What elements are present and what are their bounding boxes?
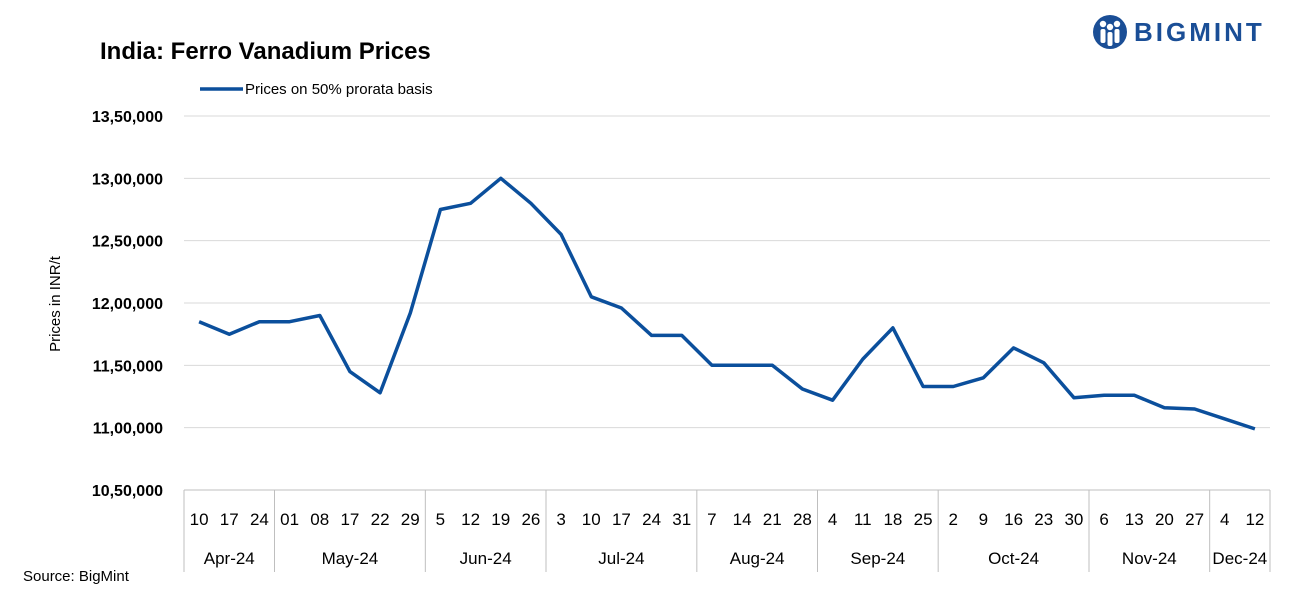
brand-logo: BIGMINT [1092,12,1265,52]
y-tick-label: 12,50,000 [92,234,163,251]
x-tick-label: 12 [461,510,480,529]
month-label: May-24 [322,549,379,568]
x-tick-label: 3 [556,510,565,529]
y-tick-label: 13,50,000 [92,109,163,126]
month-label: Sep-24 [850,549,905,568]
x-tick-label: 08 [310,510,329,529]
x-tick-label: 24 [642,510,661,529]
x-tick-label: 28 [793,510,812,529]
x-tick-label: 26 [521,510,540,529]
x-tick-label: 19 [491,510,510,529]
y-tick-label: 12,00,000 [92,296,163,313]
x-tick-label: 12 [1245,510,1264,529]
x-tick-label: 4 [1220,510,1229,529]
x-tick-label: 6 [1099,510,1108,529]
x-tick-label: 24 [250,510,269,529]
y-tick-label: 11,00,000 [93,421,163,438]
x-tick-label: 27 [1185,510,1204,529]
y-tick-label: 13,00,000 [92,171,163,188]
gridlines [184,115,1270,429]
bigmint-logo-icon [1093,15,1127,49]
month-label: Oct-24 [988,549,1039,568]
x-tick-label: 16 [1004,510,1023,529]
x-tick-label: 2 [949,510,958,529]
x-tick-label: 17 [612,510,631,529]
month-label: Nov-24 [1122,549,1177,568]
x-tick-label: 17 [220,510,239,529]
month-label: Aug-24 [730,549,785,568]
y-axis-tick-labels: 10,50,000 11,00,000 11,50,000 12,00,000 12,5… [92,109,163,500]
x-tick-label: 31 [672,510,691,529]
brand-name: BIGMINT [1134,16,1265,47]
x-tick-label: 9 [979,510,988,529]
x-tick-label: 10 [190,510,209,529]
x-tick-label: 17 [340,510,359,529]
x-tick-label: 23 [1034,510,1053,529]
y-tick-label: 10,50,000 [92,483,163,500]
month-label: Jul-24 [598,549,644,568]
source-note: Source: BigMint [23,568,129,585]
month-label: Jun-24 [460,549,512,568]
x-tick-label: 21 [763,510,782,529]
series-line-prices [198,176,1256,431]
x-tick-label: 7 [707,510,716,529]
x-tick-label: 29 [401,510,420,529]
x-tick-label: 10 [582,510,601,529]
legend-label: Prices on 50% prorata basis [245,81,433,98]
month-label: Apr-24 [204,549,255,568]
y-tick-label: 11,50,000 [93,358,163,375]
x-axis: 10 17 24 01 08 17 22 29 5 12 19 26 3 10 17 24 31 7 14 21 28 4… [183,489,1271,572]
data-points [198,178,1256,430]
legend: Prices on 50% prorata basis [200,81,433,98]
x-tick-label: 25 [914,510,933,529]
x-tick-label: 5 [436,510,445,529]
x-tick-label: 22 [371,510,390,529]
x-tick-label: 11 [854,510,872,529]
x-tick-label: 18 [883,510,902,529]
chart-title: India: Ferro Vanadium Prices [100,38,431,65]
x-tick-label: 30 [1064,510,1083,529]
x-tick-label: 01 [280,510,299,529]
x-tick-label: 4 [828,510,837,529]
x-tick-label: 13 [1125,510,1144,529]
y-axis-label: Prices in INR/t [47,255,64,352]
x-tick-label: 20 [1155,510,1174,529]
month-label: Dec-24 [1212,549,1267,568]
x-tick-label: 14 [733,510,752,529]
